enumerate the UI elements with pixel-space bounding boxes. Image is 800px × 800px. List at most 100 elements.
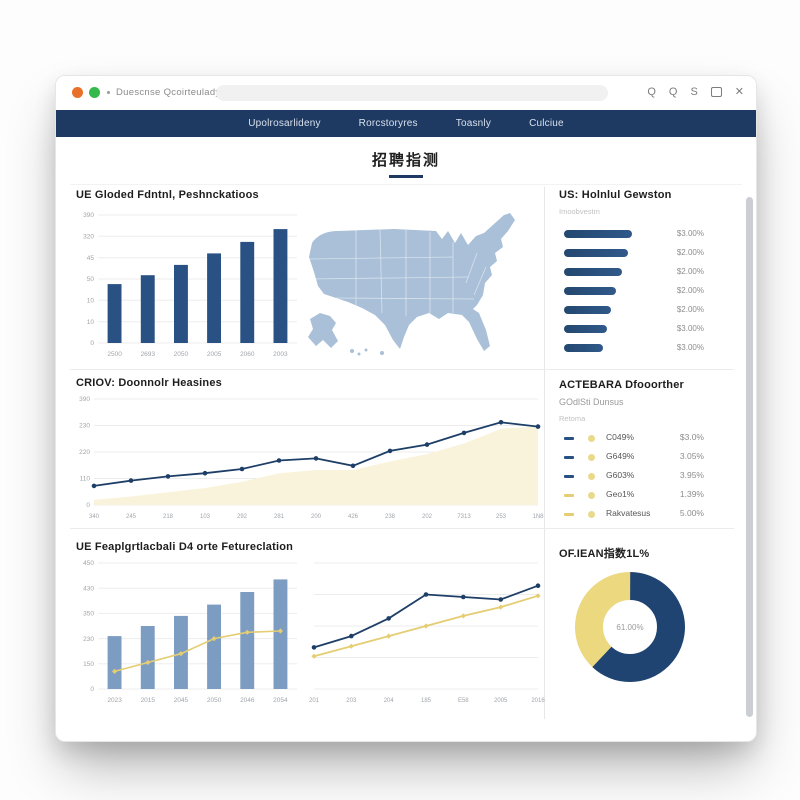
bottom-combo-chart: 450 430 350 230 150 0 2023 2015 2045 2050 2046 2054 — [68, 557, 303, 712]
divider-row1 — [70, 369, 734, 370]
circle-marker — [387, 448, 393, 454]
y-tick-label: 110 — [80, 476, 91, 483]
right-middle-note: Retoma — [559, 414, 586, 423]
section-title-right-top: US: Holnlul Gewston — [559, 189, 672, 201]
nav-item-1[interactable]: Rorcstoryres — [358, 118, 418, 129]
legend-value: 3.95% — [679, 470, 704, 480]
nav-item-2[interactable]: Toasnly — [455, 118, 492, 129]
x-tick-label: 203 — [346, 698, 357, 704]
diamond-marker — [498, 604, 504, 610]
x-tick-label: 245 — [126, 514, 137, 520]
right-top-hbar-chart: $3.00% $2.00% $2.00% $2.00% $2.00% $3.00… — [564, 225, 704, 358]
circle-marker — [423, 592, 429, 597]
y-tick-label: 390 — [79, 396, 90, 403]
x-tick-label: 238 — [385, 514, 396, 520]
nav-item-0[interactable]: Upolrosarlideny — [248, 118, 321, 129]
x-tick-label: 218 — [163, 514, 174, 520]
traffic-light-close[interactable] — [72, 87, 83, 98]
page-title: 招聘指测 — [371, 152, 440, 169]
x-tick-label: 202 — [422, 514, 433, 520]
x-tick-label: 2005 — [494, 698, 508, 704]
traffic-light-minimize[interactable] — [89, 87, 100, 98]
legend-dot-icon — [588, 472, 595, 480]
circle-marker — [424, 442, 430, 447]
y-tick-label: 220 — [79, 449, 90, 456]
diamond-marker — [423, 623, 429, 629]
y-tick-label: 150 — [83, 661, 94, 668]
circle-marker — [311, 645, 317, 650]
alaska-shape — [308, 313, 338, 348]
x-tick-label: 2023 — [107, 697, 122, 704]
top-bar-chart-svg: 390 320 45 50 10 10 0 2500 2693 2050 2005 2060 2003 — [83, 212, 297, 358]
legend-dot-icon — [588, 510, 595, 518]
circle-marker — [386, 616, 391, 621]
x-tick-label: 2500 — [107, 351, 122, 358]
y-tick-label: 230 — [83, 636, 94, 643]
overlay-line — [114, 630, 281, 673]
x-tick-label: 2045 — [174, 697, 189, 704]
y-tick-label: 10 — [87, 298, 95, 305]
hbar-row: $2.00% — [564, 244, 704, 263]
bar — [107, 636, 122, 689]
hbar — [564, 268, 622, 276]
divider-top — [70, 184, 742, 185]
traffic-light-extra-dot — [107, 91, 110, 94]
hbar — [564, 344, 603, 352]
bottom-combo-svg: 450 430 350 230 150 0 2023 2015 2045 2050 2046 2054 — [83, 560, 297, 704]
x-tick-label: 253 — [496, 514, 507, 520]
x-tick-label: 2693 — [141, 351, 156, 358]
section-title-middle: CRIOV: Doonnolr Heasines — [76, 377, 222, 389]
legend-value: 3.05% — [679, 451, 704, 461]
nav-item-3[interactable]: Culciue — [529, 118, 564, 129]
x-tick-label: 2046 — [240, 697, 255, 704]
legend-row: G603% 3.95% — [564, 467, 704, 486]
browser-topbar: Duescnse Qcoirteulady Q Q S ✕ — [56, 76, 756, 110]
legend-label: G603% — [606, 470, 635, 480]
x-tick-label: 340 — [89, 514, 100, 520]
section-title-right-middle: ACTEBARA Dfooorther — [559, 379, 684, 391]
hbar-value: $2.00% — [676, 248, 704, 257]
x-tick-label: 2015 — [141, 697, 156, 704]
x-tick-label: 2060 — [240, 351, 255, 358]
circle-marker — [313, 456, 319, 461]
y-tick-label: 230 — [79, 423, 90, 430]
middle-line-area-chart: 390 230 220 110 0 340 245 218 103 292 281 200 426 238… — [64, 393, 546, 528]
y-tick-label: 45 — [87, 255, 95, 262]
page-title-block: 招聘指测 — [56, 149, 756, 178]
bar — [140, 626, 155, 689]
window-icon[interactable] — [710, 87, 722, 97]
circle-marker — [498, 597, 503, 602]
x-tick-label: 2050 — [174, 351, 189, 358]
us-map-svg — [308, 213, 515, 356]
legend-label: G649% — [606, 451, 635, 461]
legend-value: 1.39% — [679, 489, 704, 499]
dashboard-content: 招聘指测 UE Gloded Fdntnl, Peshnckatioos 390… — [56, 137, 756, 741]
y-tick-label: 390 — [83, 212, 94, 219]
x-tick-label: E58 — [458, 698, 469, 704]
y-tick-label: 450 — [83, 560, 94, 567]
legend-dash-icon — [564, 437, 574, 440]
bar — [207, 604, 221, 689]
divider-vertical — [544, 187, 545, 719]
circle-marker — [535, 583, 541, 588]
address-bar[interactable] — [216, 85, 608, 101]
circle-marker — [276, 458, 282, 463]
legend-row: G649% 3.05% — [564, 448, 704, 467]
search-icon[interactable]: Q — [647, 86, 656, 98]
zoom-icon[interactable]: Q — [668, 86, 678, 98]
x-tick-label: 200 — [311, 514, 322, 520]
divider-row2 — [70, 528, 734, 529]
scrollbar[interactable] — [746, 197, 753, 717]
circle-marker — [91, 483, 97, 489]
share-icon[interactable]: S — [690, 86, 698, 98]
right-top-subtitle: Imoobvestm — [559, 207, 600, 216]
y-tick-label: 0 — [90, 340, 94, 347]
legend-dash-icon — [564, 513, 574, 516]
hbar-value: $2.00% — [676, 305, 704, 314]
diamond-marker — [145, 659, 151, 666]
bottom-two-lines-svg: 201 203 204 185 E58 2005 2016 — [309, 562, 545, 704]
legend-dash-icon — [564, 494, 574, 497]
close-icon[interactable]: ✕ — [734, 86, 744, 98]
diamond-marker — [460, 613, 466, 619]
hbar-row: $3.00% — [564, 339, 704, 358]
